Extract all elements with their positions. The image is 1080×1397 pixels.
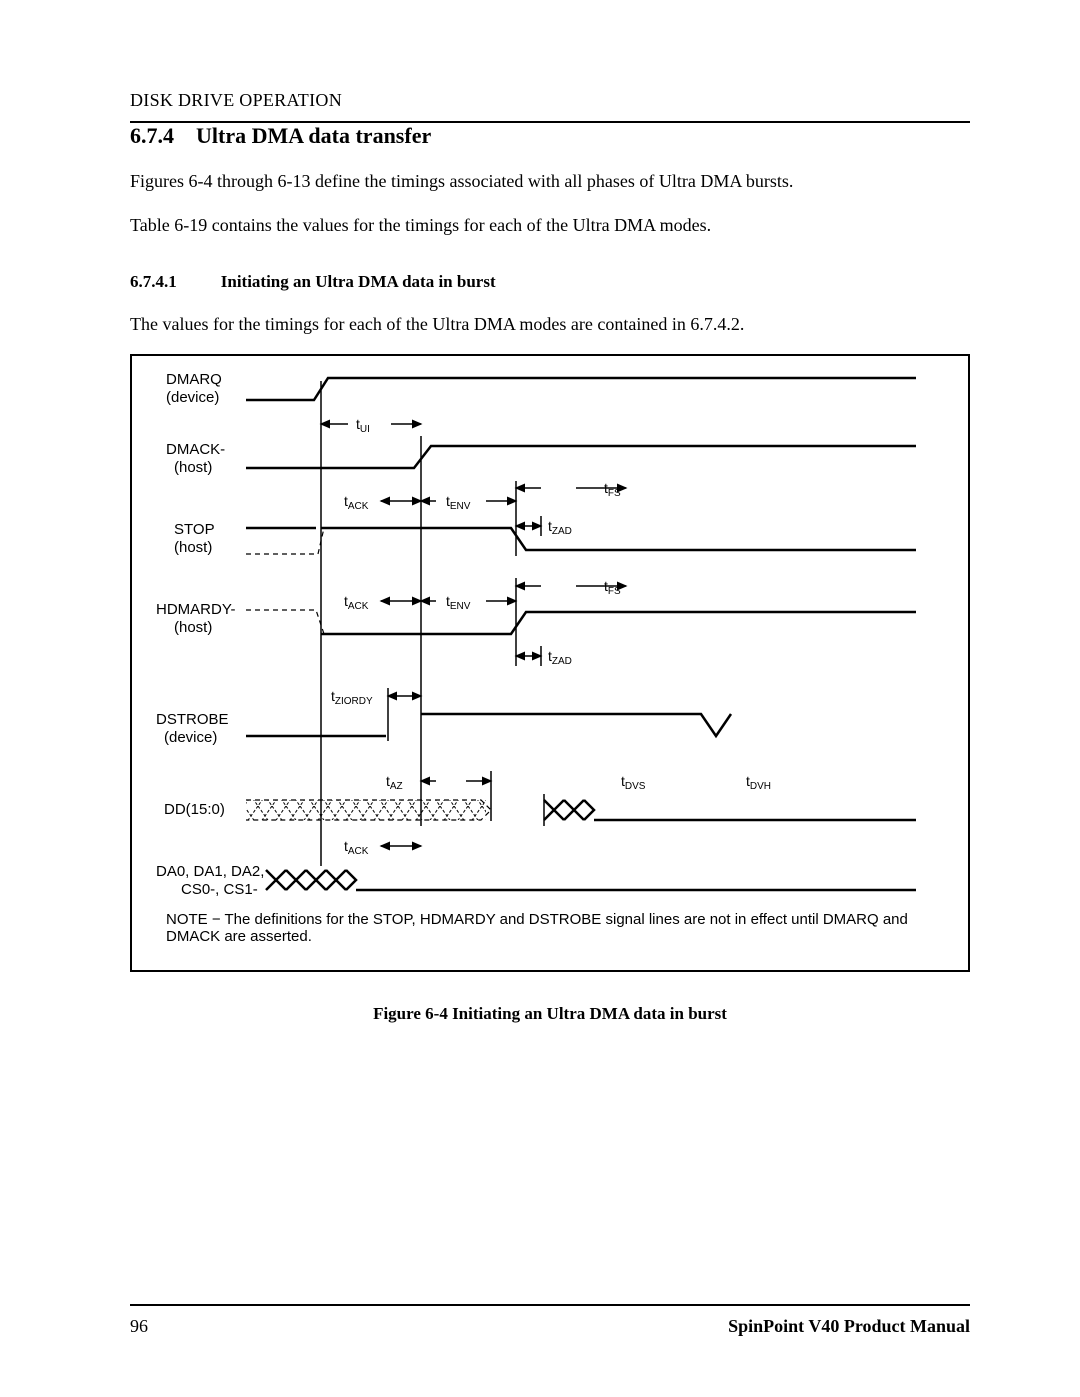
signal-dd: DD(15:0) bbox=[164, 801, 225, 818]
subsection-heading: 6.7.4.1 Initiating an Ultra DMA data in … bbox=[130, 272, 970, 292]
svg-text:tDVS: tDVS bbox=[621, 773, 646, 792]
diagram-note: NOTE − The definitions for the STOP, HDM… bbox=[166, 911, 916, 945]
signal-dmarq: DMARQ bbox=[166, 371, 222, 388]
signal-dmack: DMACK- bbox=[166, 441, 225, 458]
signal-da2: CS0-, CS1- bbox=[181, 881, 258, 898]
signal-stop: STOP bbox=[174, 521, 215, 538]
timing-svg: DMARQ (device) tUI DMACK- (host) tACK tE… bbox=[146, 366, 936, 956]
timing-diagram: DMARQ (device) tUI DMACK- (host) tACK tE… bbox=[130, 354, 970, 972]
svg-text:tZAD: tZAD bbox=[548, 648, 572, 667]
figure-caption: Figure 6-4 Initiating an Ultra DMA data … bbox=[130, 1004, 970, 1024]
svg-text:tENV: tENV bbox=[446, 593, 471, 612]
svg-text:tACK: tACK bbox=[344, 838, 369, 857]
subsection-number: 6.7.4.1 bbox=[130, 272, 177, 291]
svg-text:tACK: tACK bbox=[344, 493, 369, 512]
signal-dstrobe-sub: (device) bbox=[164, 729, 217, 746]
signal-da: DA0, DA1, DA2, bbox=[156, 863, 264, 880]
section-number: 6.7.4 bbox=[130, 123, 174, 148]
svg-text:tENV: tENV bbox=[446, 493, 471, 512]
subsection-title: Initiating an Ultra DMA data in burst bbox=[221, 272, 496, 291]
signal-dmack-sub: (host) bbox=[174, 459, 212, 476]
svg-text:tDVH: tDVH bbox=[746, 773, 771, 792]
section-heading: 6.7.4 Ultra DMA data transfer bbox=[130, 123, 970, 149]
footer-rule bbox=[130, 1304, 970, 1306]
svg-text:tFS: tFS bbox=[604, 578, 621, 597]
paragraph-3: The values for the timings for each of t… bbox=[130, 312, 970, 336]
manual-title: SpinPoint V40 Product Manual bbox=[728, 1316, 970, 1337]
svg-text:tZAD: tZAD bbox=[548, 518, 572, 537]
page-header: DISK DRIVE OPERATION bbox=[130, 90, 970, 111]
svg-text:tACK: tACK bbox=[344, 593, 369, 612]
signal-dstrobe: DSTROBE bbox=[156, 711, 229, 728]
svg-text:tFS: tFS bbox=[604, 480, 621, 499]
svg-text:tZIORDY: tZIORDY bbox=[331, 688, 373, 707]
section-title: Ultra DMA data transfer bbox=[196, 123, 431, 148]
page-number: 96 bbox=[130, 1316, 148, 1337]
signal-dmarq-sub: (device) bbox=[166, 389, 219, 406]
signal-hdmardy-sub: (host) bbox=[174, 619, 212, 636]
paragraph-2: Table 6-19 contains the values for the t… bbox=[130, 213, 970, 237]
signal-hdmardy: HDMARDY- bbox=[156, 601, 235, 618]
svg-text:tUI: tUI bbox=[356, 416, 370, 435]
svg-text:tAZ: tAZ bbox=[386, 773, 403, 792]
paragraph-1: Figures 6-4 through 6-13 define the timi… bbox=[130, 169, 970, 193]
signal-stop-sub: (host) bbox=[174, 539, 212, 556]
page-footer: 96 SpinPoint V40 Product Manual bbox=[130, 1304, 970, 1337]
